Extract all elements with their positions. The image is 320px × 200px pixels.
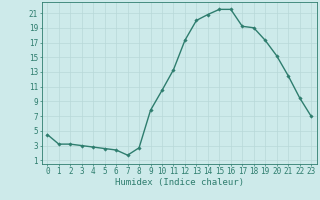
X-axis label: Humidex (Indice chaleur): Humidex (Indice chaleur): [115, 178, 244, 187]
